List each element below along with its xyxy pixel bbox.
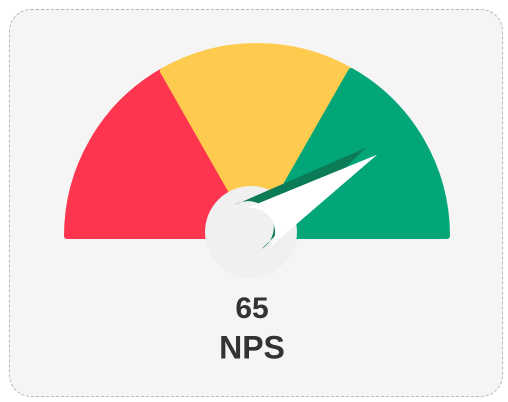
gauge-band xyxy=(64,67,260,239)
value-label: 65 xyxy=(235,292,268,325)
gauge-band xyxy=(159,43,355,239)
needle-group xyxy=(205,147,378,278)
needle xyxy=(238,154,378,253)
metric-label: NPS xyxy=(219,329,285,365)
